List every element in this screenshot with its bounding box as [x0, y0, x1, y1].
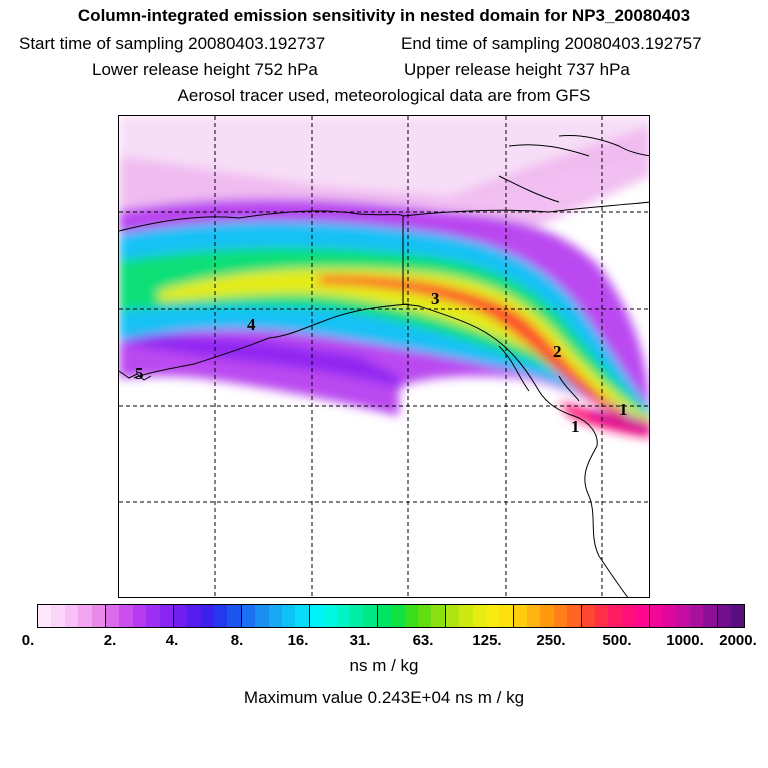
- colorbar-units: ns m / kg: [349, 656, 419, 675]
- colorbar-swatch: [540, 605, 554, 627]
- colorbar-swatch: [512, 605, 528, 627]
- colorbar: [37, 604, 745, 628]
- colorbar-swatch: [91, 605, 105, 627]
- lower-height-label: Lower release height 752 hPa: [92, 60, 318, 79]
- colorbar-ticks: 0. 2. 4. 8. 16. 31. 63. 125. 250. 500. 1…: [0, 632, 768, 652]
- colorbar-swatch: [295, 605, 309, 627]
- colorbar-swatch: [214, 605, 228, 627]
- colorbar-swatch: [172, 605, 188, 627]
- colorbar-swatch: [417, 605, 432, 627]
- colorbar-swatch: [78, 605, 92, 627]
- colorbar-swatch: [499, 605, 513, 627]
- tick-label: 125.: [472, 632, 502, 649]
- colorbar-swatch: [119, 605, 133, 627]
- colorbar-swatch: [227, 605, 241, 627]
- release-height-row: Lower release height 752 hPa Upper relea…: [0, 60, 768, 82]
- coastlines: [119, 135, 649, 597]
- map-canvas: 1 2 3 4 5 1: [119, 116, 649, 597]
- colorbar-swatch: [282, 605, 296, 627]
- colorbar-swatch: [349, 605, 364, 627]
- tick-label: 250.: [536, 632, 566, 649]
- colorbar-swatch: [64, 605, 79, 627]
- marker-1: 1: [619, 400, 628, 419]
- marker-3: 3: [431, 289, 440, 308]
- tick-label: 31.: [349, 632, 371, 649]
- maximum-value-label: Maximum value 0.243E+04 ns m / kg: [243, 688, 525, 707]
- graticule-lines: [119, 116, 649, 597]
- colorbar-swatch: [323, 605, 337, 627]
- colorbar-swatch: [608, 605, 622, 627]
- sensitivity-plume-layers: [119, 116, 649, 438]
- tick-label: 2000.: [719, 632, 757, 649]
- colorbar-swatch: [363, 605, 377, 627]
- colorbar-swatch: [580, 605, 596, 627]
- colorbar-swatch: [255, 605, 269, 627]
- upper-height-label: Upper release height 737 hPa: [404, 60, 630, 79]
- map-title: Column-integrated emission sensitivity i…: [77, 6, 691, 25]
- colorbar-swatch: [527, 605, 541, 627]
- tick-label: 2.: [103, 632, 117, 649]
- colorbar-swatch: [376, 605, 392, 627]
- colorbar-swatch: [472, 605, 486, 627]
- tick-label: 16.: [287, 632, 309, 649]
- sampling-time-row: Start time of sampling 20080403.192737 E…: [0, 34, 768, 56]
- colorbar-swatch: [676, 605, 690, 627]
- colorbar-swatch: [648, 605, 663, 627]
- colorbar-swatch: [703, 605, 717, 627]
- marker-5: 5: [135, 364, 144, 383]
- colorbar-swatch: [431, 605, 445, 627]
- colorbar-swatch: [553, 605, 568, 627]
- colorbar-swatch: [662, 605, 677, 627]
- colorbar-swatch: [146, 605, 160, 627]
- marker-2: 2: [553, 342, 562, 361]
- colorbar-swatch: [51, 605, 65, 627]
- colorbar-swatch: [240, 605, 256, 627]
- colorbar-swatch: [132, 605, 147, 627]
- colorbar-swatch: [730, 605, 745, 627]
- tick-label: 0.: [21, 632, 35, 649]
- colorbar-swatch: [391, 605, 405, 627]
- colorbar-swatch: [567, 605, 581, 627]
- tick-label: 63.: [412, 632, 434, 649]
- colorbar-swatch: [404, 605, 418, 627]
- colorbar-swatch: [268, 605, 283, 627]
- colorbar-swatch: [444, 605, 460, 627]
- tracer-info-label: Aerosol tracer used, meteorological data…: [177, 86, 591, 105]
- tick-label: 500.: [602, 632, 632, 649]
- colorbar-swatch: [104, 605, 120, 627]
- release-markers: 1 2 3 4 5 1: [135, 289, 628, 436]
- colorbar-swatch: [159, 605, 173, 627]
- colorbar-swatch: [595, 605, 609, 627]
- colorbar-swatch: [716, 605, 731, 627]
- tick-label: 1000.: [666, 632, 704, 649]
- marker-1-origin: 1: [571, 417, 580, 436]
- colorbar-swatch: [308, 605, 324, 627]
- colorbar-swatch: [485, 605, 500, 627]
- colorbar-swatch: [38, 605, 52, 627]
- tick-label: 8.: [230, 632, 244, 649]
- sensitivity-map: 1 2 3 4 5 1: [118, 115, 650, 598]
- colorbar-swatch: [187, 605, 201, 627]
- colorbar-swatch: [459, 605, 473, 627]
- colorbar-swatch: [200, 605, 215, 627]
- colorbar-swatch: [635, 605, 649, 627]
- colorbar-swatch: [689, 605, 704, 627]
- colorbar-swatch: [336, 605, 350, 627]
- colorbar-swatch: [621, 605, 636, 627]
- start-time-label: Start time of sampling 20080403.192737: [19, 34, 326, 53]
- marker-4: 4: [247, 315, 256, 334]
- end-time-label: End time of sampling 20080403.192757: [401, 34, 702, 53]
- tick-label: 4.: [165, 632, 179, 649]
